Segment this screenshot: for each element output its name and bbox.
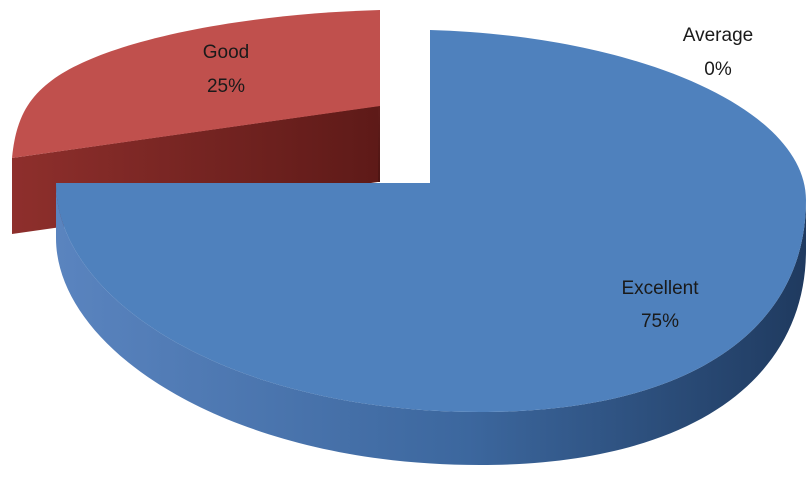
pie-label-excellent-value: 75% — [641, 311, 679, 332]
pie-slice-excellent — [56, 30, 806, 465]
pie-label-excellent: Excellent 75% — [621, 278, 699, 332]
pie-label-good: Good 25% — [203, 42, 249, 97]
pie-label-good-value: 25% — [207, 76, 245, 97]
pie-label-good-name: Good — [203, 42, 249, 63]
pie-slice-excellent-side — [56, 183, 806, 465]
pie-label-excellent-name: Excellent — [621, 278, 699, 299]
pie-label-average: Average 0% — [683, 25, 753, 80]
pie-label-average-value: 0% — [704, 59, 732, 80]
pie-slice-good-top — [12, 10, 380, 158]
pie-label-average-name: Average — [683, 25, 753, 46]
pie-slice-excellent-top — [56, 30, 806, 412]
